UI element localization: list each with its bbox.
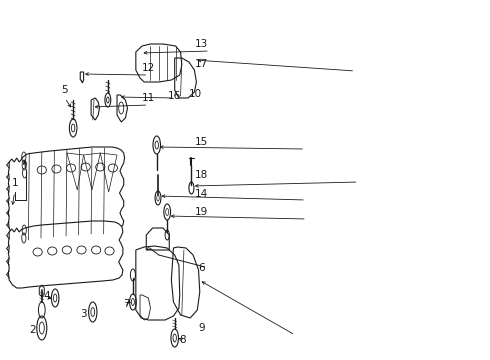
Text: 9: 9	[198, 323, 205, 333]
Text: 7: 7	[123, 299, 129, 309]
Polygon shape	[8, 147, 124, 240]
Text: 6: 6	[198, 263, 205, 273]
Text: 12: 12	[142, 63, 155, 73]
Text: 16: 16	[168, 91, 181, 101]
Text: 14: 14	[195, 189, 208, 199]
Circle shape	[153, 136, 161, 154]
Text: 2: 2	[29, 325, 36, 335]
Polygon shape	[8, 221, 123, 288]
Text: 1: 1	[11, 178, 18, 188]
Text: 8: 8	[179, 335, 186, 345]
Text: 15: 15	[195, 137, 208, 147]
Text: 4: 4	[44, 291, 50, 301]
Text: 10: 10	[189, 89, 202, 99]
Text: 18: 18	[195, 170, 208, 180]
Text: 5: 5	[61, 85, 68, 95]
Text: 19: 19	[195, 207, 208, 217]
Circle shape	[164, 204, 171, 220]
Text: 13: 13	[195, 39, 208, 49]
Text: 3: 3	[80, 309, 87, 319]
Text: 11: 11	[142, 93, 155, 103]
Text: 17: 17	[195, 59, 208, 69]
